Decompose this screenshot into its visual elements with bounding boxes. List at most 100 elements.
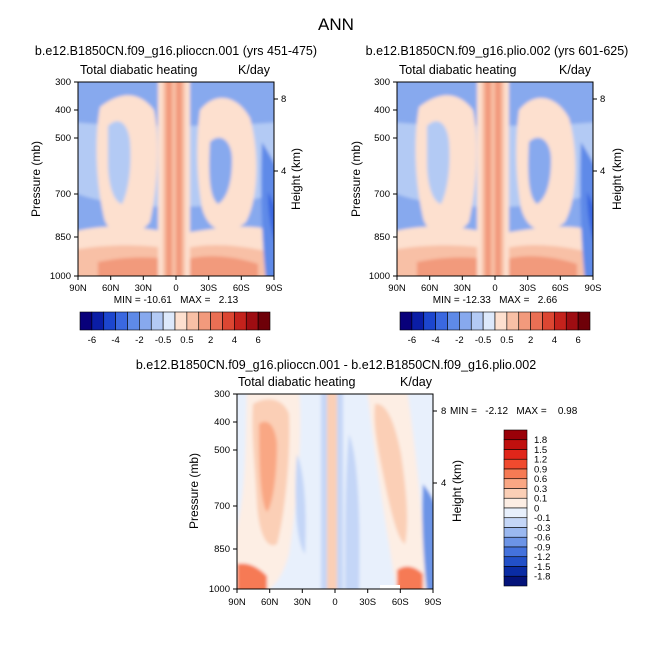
colorbar-swatch bbox=[506, 311, 520, 331]
colorbar-label: -4 bbox=[431, 335, 439, 346]
colorbar-swatch bbox=[542, 311, 555, 331]
sh-cool-core bbox=[528, 137, 551, 204]
colorbar-swatch bbox=[127, 311, 140, 331]
panel-3-colorbar bbox=[503, 429, 528, 587]
itcz-hot-core-left bbox=[485, 82, 491, 276]
colorbar-swatch bbox=[435, 311, 448, 331]
colorbar-label: -1.2 bbox=[534, 552, 550, 563]
panel-3-title: b.e12.B1850CN.f09_g16.plioccn.001 - b.e1… bbox=[136, 358, 536, 372]
y-tick-label: 300 bbox=[214, 389, 230, 400]
x-tick-label: 90N bbox=[388, 283, 406, 294]
colorbar-swatch bbox=[503, 429, 528, 441]
x-tick-label: 90S bbox=[585, 283, 602, 294]
panel-2-units-label: K/day bbox=[559, 63, 592, 77]
colorbar-swatch bbox=[222, 311, 235, 331]
y-tick-label: 500 bbox=[374, 133, 390, 144]
polar-cooling-strong bbox=[587, 192, 593, 239]
polar-negative-anomaly bbox=[422, 484, 433, 589]
colorbar-label: -0.3 bbox=[534, 523, 550, 534]
colorbar-swatch bbox=[503, 488, 528, 499]
panel-1-plot-area bbox=[77, 81, 275, 277]
colorbar-label: -1.8 bbox=[534, 572, 550, 583]
colorbar-label: -0.1 bbox=[534, 513, 550, 524]
polar-cooling-strong bbox=[268, 192, 274, 239]
y-tick-label: 1000 bbox=[50, 271, 71, 282]
polar-cooling bbox=[580, 142, 593, 276]
y-tick-label: 500 bbox=[55, 133, 71, 144]
panel-2-plot-area bbox=[396, 81, 594, 277]
polar-cooling bbox=[261, 142, 274, 276]
colorbar-swatch bbox=[79, 311, 93, 331]
panel-1-title: b.e12.B1850CN.f09_g16.plioccn.001 (yrs 4… bbox=[35, 44, 317, 58]
colorbar-swatch bbox=[139, 311, 152, 331]
colorbar-label: 0.9 bbox=[534, 464, 547, 475]
colorbar-swatch bbox=[503, 497, 528, 509]
x-tick-label: 30N bbox=[454, 283, 472, 294]
colorbar-label: 0.1 bbox=[534, 494, 547, 505]
y2-axis-label: Height (km) bbox=[289, 148, 303, 210]
colorbar-swatch bbox=[577, 311, 591, 331]
panel-2: b.e12.B1850CN.f09_g16.plio.002 (yrs 601-… bbox=[349, 44, 628, 346]
y-tick-label: 850 bbox=[374, 232, 390, 243]
y2-tick-label: 8 bbox=[281, 94, 286, 105]
colorbar-swatch bbox=[503, 458, 528, 470]
panel-2-title: b.e12.B1850CN.f09_g16.plio.002 (yrs 601-… bbox=[366, 44, 629, 58]
x-tick-label: 60N bbox=[261, 597, 279, 608]
panel-1-colorbar-labels: -6 -4 -2 -0.5 0.5 2 4 6 bbox=[88, 335, 261, 346]
colorbar-label: -0.6 bbox=[534, 533, 550, 544]
itcz-hot-core-right bbox=[495, 82, 501, 276]
colorbar-label: 2 bbox=[528, 335, 533, 346]
colorbar-swatch bbox=[503, 478, 528, 489]
panel-3-field-label: Total diabatic heating bbox=[238, 375, 355, 389]
colorbar-swatch bbox=[257, 311, 271, 331]
colorbar-swatch bbox=[565, 311, 579, 331]
x-tick-label: 60S bbox=[233, 283, 250, 294]
y-tick-label: 700 bbox=[214, 501, 230, 512]
panel-3-units-label: K/day bbox=[400, 375, 433, 389]
y2-tick-label: 8 bbox=[441, 406, 446, 417]
colorbar-swatch bbox=[503, 575, 528, 587]
colorbar-swatch bbox=[494, 311, 508, 331]
y2-tick-label: 8 bbox=[600, 94, 605, 105]
colorbar-swatch bbox=[234, 311, 247, 331]
equatorial-cool-column bbox=[321, 394, 327, 589]
colorbar-label: 1.8 bbox=[534, 435, 547, 446]
colorbar-swatch bbox=[411, 311, 425, 331]
colorbar-label: 2 bbox=[208, 335, 213, 346]
colorbar-swatch bbox=[423, 311, 436, 331]
colorbar-swatch bbox=[518, 311, 531, 331]
colorbar-label: -6 bbox=[88, 335, 96, 346]
panel-1-field-label: Total diabatic heating bbox=[80, 63, 197, 77]
panel-2-colorbar bbox=[399, 311, 591, 331]
y-axis-label: Pressure (mb) bbox=[187, 453, 201, 529]
itcz-hot-core-right bbox=[176, 82, 182, 276]
colorbar-label: 0 bbox=[534, 503, 539, 514]
itcz-hot-core-left bbox=[166, 82, 172, 276]
y-tick-label: 700 bbox=[55, 189, 71, 200]
x-tick-label: 30S bbox=[200, 283, 217, 294]
equatorial-warm-column bbox=[327, 394, 337, 589]
panel-2-axes: 300 400 500 700 850 1000 Pressure (mb) 8… bbox=[349, 77, 624, 294]
x-tick-label: 0 bbox=[492, 283, 497, 294]
y-axis-label: Pressure (mb) bbox=[29, 141, 43, 217]
colorbar-swatch bbox=[503, 536, 528, 548]
colorbar-swatch bbox=[503, 439, 528, 450]
x-tick-label: 0 bbox=[173, 283, 178, 294]
nh-cool-core bbox=[108, 121, 131, 204]
x-tick-label: 60N bbox=[421, 283, 439, 294]
colorbar-swatch bbox=[399, 311, 413, 331]
panel-2-colorbar-labels: -6 -4 -2 -0.5 0.5 2 4 6 bbox=[408, 335, 581, 346]
x-tick-label: 90S bbox=[425, 597, 442, 608]
panel-1-min-max: MIN = -10.61 MAX = 2.13 bbox=[114, 295, 239, 306]
surface-positive-anomaly bbox=[397, 566, 423, 589]
panel-3-colorbar-labels: 1.8 1.5 1.2 0.9 0.6 0.3 0.1 0 -0.1 -0.3 … bbox=[534, 435, 550, 583]
colorbar-label: 6 bbox=[575, 335, 580, 346]
colorbar-swatch bbox=[503, 468, 528, 480]
x-tick-label: 30N bbox=[135, 283, 153, 294]
colorbar-swatch bbox=[198, 311, 211, 331]
panel-3-axes: 300 400 500 700 850 1000 Pressure (mb) 8… bbox=[187, 389, 464, 608]
y2-axis-label: Height (km) bbox=[610, 148, 624, 210]
colorbar-label: 1.5 bbox=[534, 445, 547, 456]
y-tick-label: 400 bbox=[374, 105, 390, 116]
